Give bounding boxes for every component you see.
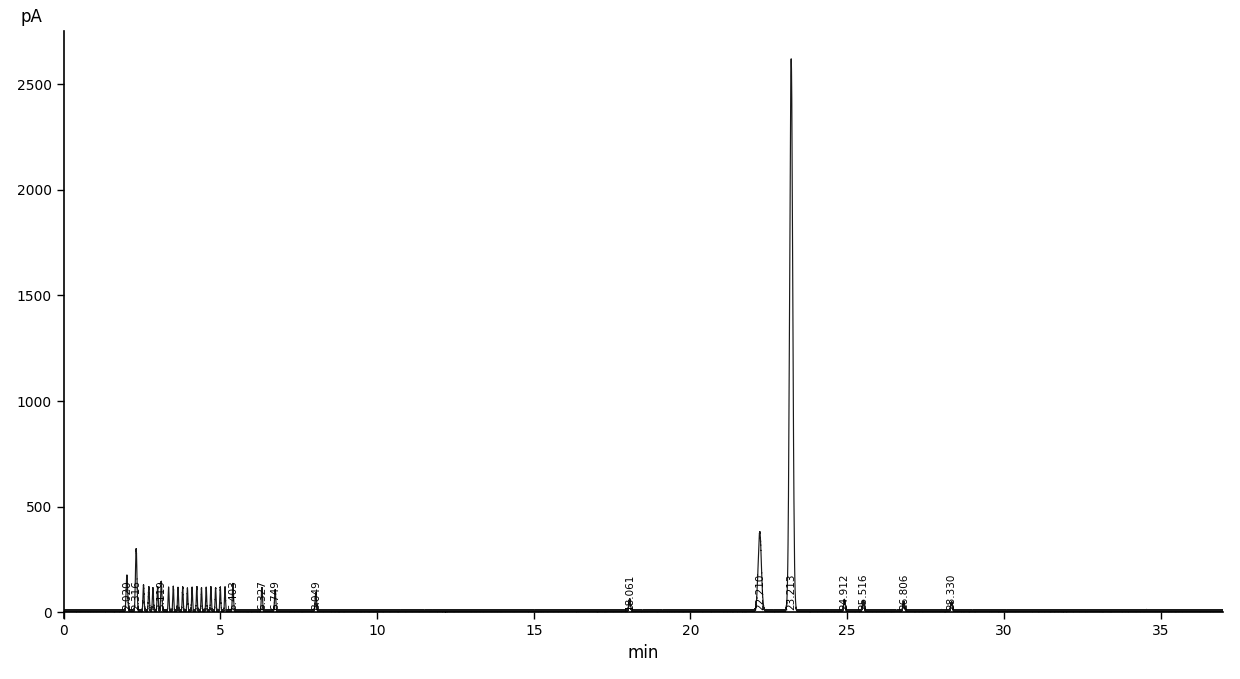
Text: 6.749: 6.749: [270, 580, 280, 610]
Text: 18.061: 18.061: [625, 573, 635, 610]
Y-axis label: pA: pA: [20, 7, 42, 26]
Text: 25.516: 25.516: [858, 573, 868, 610]
Text: 6.327: 6.327: [257, 580, 267, 610]
Text: 26.806: 26.806: [899, 573, 909, 610]
Text: 2.020: 2.020: [122, 580, 131, 610]
Text: 28.330: 28.330: [946, 573, 956, 610]
Text: 8.049: 8.049: [311, 580, 321, 610]
Text: 3.119: 3.119: [156, 580, 166, 610]
Text: 22.210: 22.210: [755, 573, 765, 610]
Text: 2.316: 2.316: [131, 580, 141, 610]
Text: 23.213: 23.213: [786, 573, 796, 610]
Text: 24.912: 24.912: [839, 573, 849, 610]
X-axis label: min: min: [627, 644, 660, 662]
Text: 5.403: 5.403: [228, 580, 238, 610]
